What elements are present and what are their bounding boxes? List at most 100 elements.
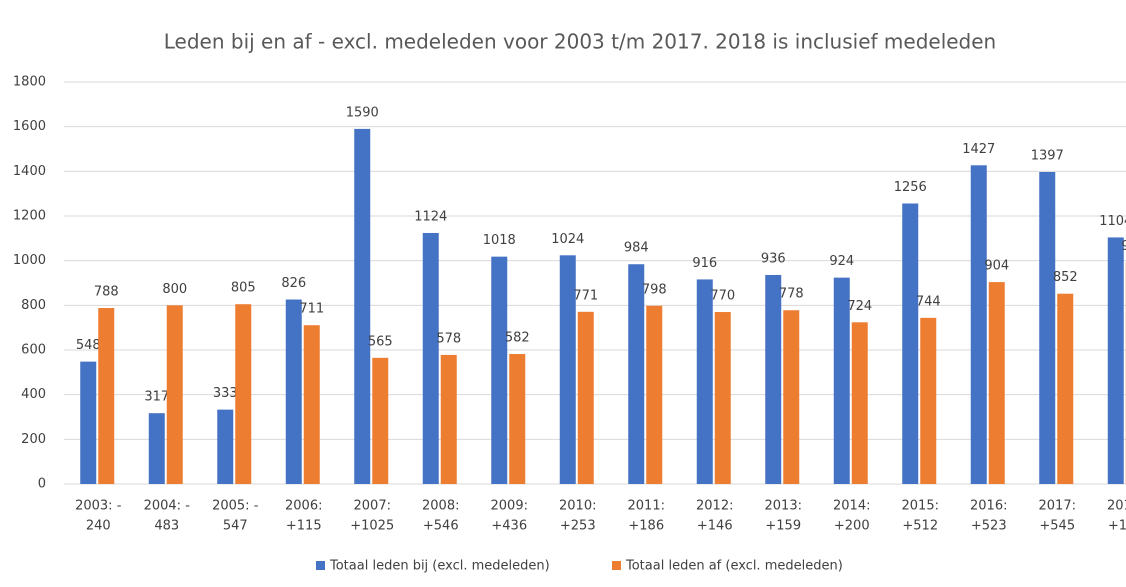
x-tick-label: 483 (154, 519, 179, 534)
y-tick-label: 1200 (13, 209, 46, 224)
bar (902, 203, 919, 484)
data-label: 333 (213, 386, 238, 401)
bar (833, 277, 850, 484)
data-label: 1427 (962, 142, 995, 157)
data-label: 1124 (414, 209, 447, 224)
data-label: 578 (436, 331, 461, 346)
x-tick-label: 2014: (833, 499, 870, 514)
x-tick-label: +186 (628, 519, 664, 534)
data-label: 852 (1053, 270, 1078, 285)
x-tick-label: +112 (1108, 519, 1126, 534)
data-label: 800 (162, 282, 187, 297)
data-label: 924 (829, 254, 854, 269)
data-label: 724 (847, 299, 872, 314)
data-label: 916 (692, 256, 717, 271)
x-tick-label: 2005: - (212, 499, 259, 514)
bar (98, 308, 115, 484)
bar (851, 322, 868, 484)
data-label: 771 (573, 288, 598, 303)
legend-label: Totaal leden bij (excl. medeleden) (329, 559, 550, 574)
bar (509, 354, 526, 484)
data-label: 798 (642, 282, 667, 297)
x-tick-label: +523 (971, 519, 1007, 534)
bar (303, 325, 320, 484)
data-label: 1256 (894, 180, 927, 195)
data-label: 826 (281, 276, 306, 291)
y-tick-label: 0 (38, 477, 46, 492)
data-label: 548 (76, 338, 101, 353)
data-label: 744 (916, 294, 941, 309)
bar (1057, 293, 1074, 484)
bar (628, 264, 645, 484)
x-tick-label: 2008: (422, 499, 459, 514)
data-label: 992 (1121, 239, 1126, 254)
x-tick-label: +200 (834, 519, 870, 534)
x-tick-label: 2016: (970, 499, 1007, 514)
bar (646, 305, 663, 484)
data-label: 778 (779, 287, 804, 302)
x-tick-label: +253 (560, 519, 596, 534)
bar (217, 409, 234, 484)
data-label: 1590 (346, 105, 379, 120)
y-tick-label: 1800 (13, 75, 46, 90)
data-label: 1104 (1099, 214, 1126, 229)
data-label: 770 (710, 289, 735, 304)
bar (1039, 172, 1056, 484)
bar (714, 312, 731, 484)
x-tick-label: 2009: (491, 499, 528, 514)
x-tick-label: 2018: (1107, 499, 1126, 514)
bar (783, 310, 800, 484)
x-tick-label: 2010: (559, 499, 596, 514)
x-tick-label: 2004: - (144, 499, 191, 514)
y-tick-label: 600 (21, 343, 46, 358)
x-tick-label: 2011: (628, 499, 665, 514)
x-tick-label: 2013: (765, 499, 802, 514)
bar (559, 255, 576, 484)
data-label: 805 (231, 281, 256, 296)
x-tick-label: 2007: (354, 499, 391, 514)
x-tick-label: +115 (286, 519, 322, 534)
x-tick-label: 2012: (696, 499, 733, 514)
bar (577, 311, 594, 484)
legend-swatch (316, 561, 325, 570)
x-tick-label: +545 (1039, 519, 1075, 534)
y-tick-label: 800 (21, 298, 46, 313)
x-tick-label: 2003: - (75, 499, 122, 514)
data-label: 582 (505, 331, 530, 346)
bar (285, 299, 302, 484)
data-label: 1024 (551, 232, 584, 247)
bar (1107, 237, 1124, 484)
x-tick-label: +146 (697, 519, 733, 534)
data-label: 904 (984, 259, 1009, 274)
data-label: 711 (299, 302, 324, 317)
bar (354, 128, 371, 484)
x-tick-label: +546 (423, 519, 459, 534)
x-tick-label: +159 (765, 519, 801, 534)
x-tick-label: +436 (491, 519, 527, 534)
bar (765, 274, 782, 484)
x-tick-label: 2017: (1039, 499, 1076, 514)
legend-label: Totaal leden af (excl. medeleden) (625, 559, 843, 574)
data-label: 788 (94, 285, 119, 300)
bar (166, 305, 183, 484)
bar (970, 165, 987, 484)
x-tick-label: 240 (86, 519, 111, 534)
x-tick-label: 547 (223, 519, 248, 534)
bar (422, 232, 439, 484)
bar (372, 357, 389, 484)
y-tick-label: 200 (21, 432, 46, 447)
chart-title: Leden bij en af - excl. medeleden voor 2… (164, 30, 996, 54)
bar (696, 279, 713, 484)
x-tick-label: 2006: (285, 499, 322, 514)
x-tick-label: 2015: (902, 499, 939, 514)
bar (148, 413, 165, 484)
bar (440, 354, 457, 484)
x-tick-label: +1025 (350, 519, 394, 534)
data-label: 565 (368, 334, 393, 349)
y-tick-label: 400 (21, 387, 46, 402)
data-label: 317 (144, 390, 169, 405)
bar (988, 282, 1005, 484)
y-tick-label: 1400 (13, 164, 46, 179)
legend-swatch (612, 561, 621, 570)
